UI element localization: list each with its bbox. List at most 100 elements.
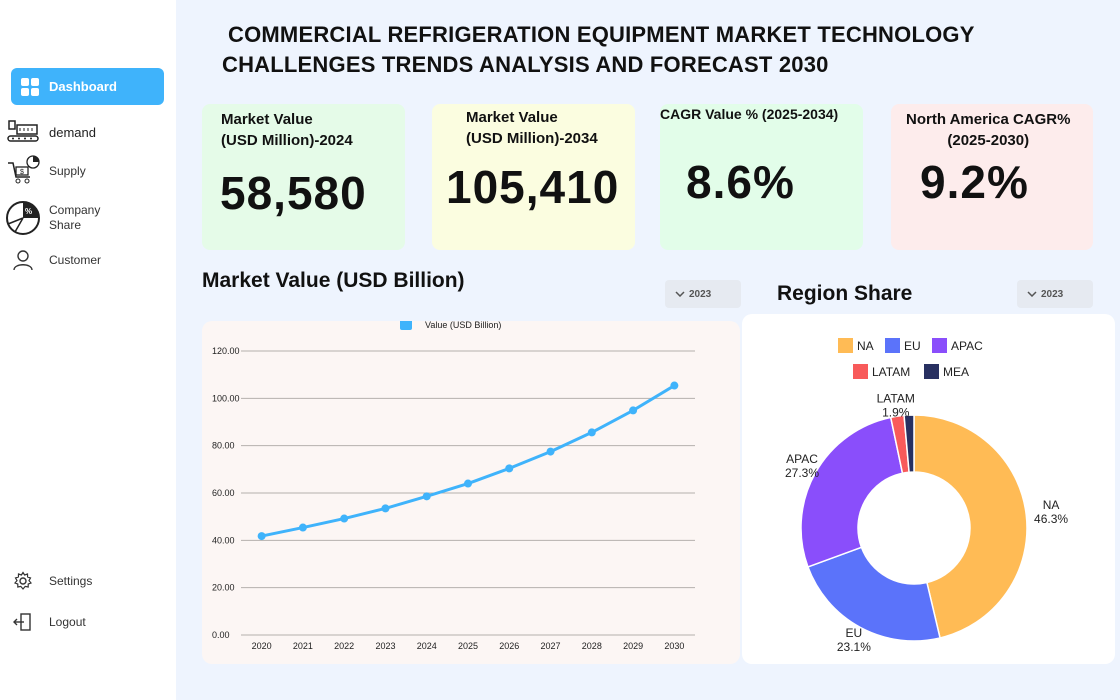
line-year-dropdown-value: 2023 bbox=[689, 288, 712, 300]
page-title-line2: CHALLENGES TRENDS ANALYSIS AND FORECAST … bbox=[222, 52, 829, 77]
logout-button[interactable]: Logout bbox=[5, 606, 86, 638]
kpi-card-label-line2: (2025-2030) bbox=[947, 132, 1030, 149]
data-point bbox=[505, 464, 514, 473]
kpi-card-na-cagr: North America CAGR% (2025-2030) 9.2% bbox=[891, 104, 1093, 250]
kpi-card-label-line1: CAGR Value % (2025-2034) bbox=[660, 106, 839, 122]
x-tick-label: 2026 bbox=[499, 641, 519, 651]
data-point bbox=[546, 447, 555, 456]
y-tick-label: 120.00 bbox=[212, 346, 240, 356]
legend-swatch bbox=[853, 364, 868, 379]
sidebar-item-label: Dashboard bbox=[49, 79, 117, 94]
pie-slice-apac bbox=[800, 416, 904, 568]
user-icon bbox=[5, 244, 41, 276]
kpi-card-market-value-2024: Market Value (USD Million)-2024 58,580 bbox=[202, 104, 405, 250]
sidebar-item-label: Supply bbox=[49, 164, 86, 178]
kpi-card-label-line1: Market Value bbox=[221, 111, 313, 128]
pie-percent-icon: % bbox=[5, 201, 41, 235]
kpi-card-value: 105,410 bbox=[446, 161, 620, 213]
legend-swatch bbox=[885, 338, 900, 353]
data-point bbox=[298, 523, 307, 532]
data-point bbox=[464, 479, 472, 488]
y-tick-label: 80.00 bbox=[212, 441, 235, 451]
legend-label: Value (USD Billion) bbox=[425, 321, 501, 330]
x-tick-label: 2024 bbox=[417, 641, 437, 651]
supply-cart-icon: $ bbox=[5, 155, 41, 187]
x-tick-label: 2029 bbox=[623, 641, 643, 651]
y-tick-label: 60.00 bbox=[212, 488, 235, 498]
pie-chart-title: Region Share bbox=[777, 282, 913, 305]
page-title-line1: COMMERCIAL REFRIGERATION EQUIPMENT MARKE… bbox=[228, 22, 975, 47]
data-point bbox=[629, 406, 638, 415]
line-chart: 0.00 20.00 40.00 60.00 80.00 100.00 120.00 2020… bbox=[212, 318, 695, 651]
kpi-card-label: Market Value (USD Million)-2034 bbox=[466, 107, 598, 149]
y-tick-label: 0.00 bbox=[212, 630, 230, 640]
data-point bbox=[340, 514, 349, 523]
data-point bbox=[422, 492, 431, 501]
sidebar-item-label: Customer bbox=[49, 253, 102, 267]
pie-slice-mea bbox=[903, 414, 915, 474]
pie-chart-panel: NA EU APAC LATAM MEA NA 46.3% EU 23.1% APAC 27.3% L… bbox=[742, 314, 1115, 664]
data-point bbox=[670, 381, 679, 390]
chevron-down-icon bbox=[675, 289, 685, 299]
kpi-card-label-line2: (USD Million)-2024 bbox=[221, 132, 353, 149]
x-tick-label: 2023 bbox=[375, 641, 395, 651]
sidebar-item-label: Company bbox=[49, 203, 101, 217]
y-tick-label: 100.00 bbox=[212, 393, 240, 403]
slice-label: LATAM bbox=[877, 391, 915, 405]
slice-value: 23.1% bbox=[837, 640, 871, 654]
line-year-dropdown[interactable]: 2023 bbox=[665, 280, 741, 308]
kpi-card-value: 9.2% bbox=[920, 156, 1029, 208]
dashboard-icon bbox=[21, 77, 39, 96]
legend-label: LATAM bbox=[872, 365, 910, 379]
kpi-card-label-line2: (USD Million)-2034 bbox=[466, 130, 598, 147]
legend-label: MEA bbox=[943, 365, 969, 379]
legend-swatch bbox=[400, 318, 412, 330]
kpi-card-label: CAGR Value % (2025-2034) bbox=[660, 104, 838, 125]
svg-text:$: $ bbox=[20, 169, 24, 176]
slice-label: NA bbox=[1043, 498, 1060, 512]
x-tick-label: 2022 bbox=[334, 641, 354, 651]
sidebar-item-supply[interactable]: $ Supply bbox=[5, 155, 86, 187]
x-tick-label: 2020 bbox=[252, 641, 272, 651]
legend-swatch bbox=[924, 364, 939, 379]
y-tick-label: 20.00 bbox=[212, 583, 235, 593]
settings-button[interactable]: Settings bbox=[5, 565, 92, 597]
legend-label: NA bbox=[857, 339, 874, 353]
data-point bbox=[587, 428, 596, 437]
sidebar-item-customer[interactable]: Customer bbox=[5, 244, 101, 276]
kpi-card-label: Market Value (USD Million)-2024 bbox=[221, 109, 353, 151]
pie-year-dropdown-value: 2023 bbox=[1041, 288, 1064, 300]
data-point bbox=[257, 532, 266, 541]
pie-year-dropdown[interactable]: 2023 bbox=[1017, 280, 1093, 308]
kpi-card-market-value-2034: Market Value (USD Million)-2034 105,410 bbox=[432, 104, 635, 250]
pie-slice-eu bbox=[806, 546, 941, 642]
line-chart-panel: 0.00 20.00 40.00 60.00 80.00 100.00 120.00 2020… bbox=[202, 318, 740, 664]
sidebar-item-company-share[interactable]: % Company Share bbox=[5, 201, 100, 235]
sidebar-item-demand[interactable]: demand bbox=[5, 116, 96, 148]
sidebar-item-dashboard[interactable]: Dashboard bbox=[11, 68, 164, 105]
data-point bbox=[381, 504, 390, 513]
x-tick-label: 2030 bbox=[664, 641, 684, 651]
chevron-down-icon bbox=[1027, 289, 1037, 299]
slice-value: 46.3% bbox=[1034, 512, 1068, 526]
x-tick-label: 2027 bbox=[541, 641, 561, 651]
kpi-card-cagr: CAGR Value % (2025-2034) 8.6% bbox=[660, 104, 863, 250]
x-tick-label: 2028 bbox=[582, 641, 602, 651]
x-tick-label: 2021 bbox=[293, 641, 313, 651]
kpi-card-label-line1: Market Value bbox=[466, 109, 558, 126]
settings-label: Settings bbox=[49, 574, 93, 588]
slice-label: APAC bbox=[786, 452, 818, 466]
logout-label: Logout bbox=[49, 615, 86, 629]
kpi-card-label-line1: North America CAGR% bbox=[906, 111, 1071, 128]
svg-text:%: % bbox=[25, 207, 32, 216]
slice-value: 27.3% bbox=[785, 466, 819, 480]
series-line bbox=[261, 384, 676, 538]
y-tick-label: 40.00 bbox=[212, 535, 235, 545]
kpi-card-value: 58,580 bbox=[220, 167, 367, 219]
factory-icon bbox=[5, 116, 41, 148]
page-title: COMMERCIAL REFRIGERATION EQUIPMENT MARKE… bbox=[222, 20, 1022, 80]
pie-slice-na bbox=[913, 414, 1028, 639]
sidebar-item-label-group: Company Share bbox=[49, 203, 100, 233]
x-tick-label: 2025 bbox=[458, 641, 478, 651]
